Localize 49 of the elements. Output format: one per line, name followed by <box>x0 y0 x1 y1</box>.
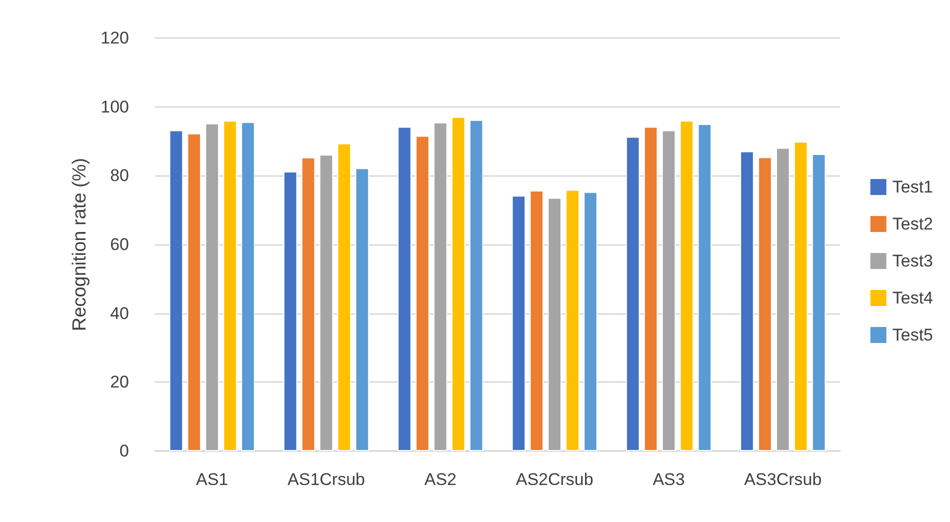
bar <box>319 154 334 451</box>
bar <box>205 123 219 451</box>
bar <box>812 154 826 451</box>
bar <box>740 151 754 451</box>
bar <box>512 196 526 451</box>
bar <box>794 142 808 451</box>
legend-label: Test5 <box>892 326 934 344</box>
y-tick-label: 120 <box>100 28 129 48</box>
x-tick-label: AS1Crsub <box>288 470 365 489</box>
x-tick-label: AS3 <box>652 470 685 489</box>
bar <box>584 192 598 451</box>
bar <box>548 198 562 451</box>
bar <box>416 136 430 451</box>
y-tick-label: 80 <box>110 166 129 186</box>
y-tick-label: 100 <box>100 97 129 116</box>
bar <box>698 124 712 451</box>
bar <box>662 130 676 451</box>
bar <box>301 157 316 451</box>
bar <box>566 190 580 451</box>
bar <box>337 143 352 451</box>
bar <box>758 157 772 451</box>
y-axis-title: Recognition rate (%) <box>70 158 91 332</box>
legend-label: Test1 <box>892 178 934 196</box>
x-tick-label: AS2Crsub <box>516 470 594 489</box>
bar <box>776 148 790 451</box>
bar <box>626 136 640 451</box>
legend-label: Test2 <box>892 214 934 234</box>
bar <box>451 116 466 451</box>
y-tick-label: 20 <box>110 372 129 392</box>
x-tick-label: AS3Crsub <box>744 470 822 489</box>
bar <box>355 168 370 451</box>
bar <box>530 190 544 451</box>
x-tick-label: AS1 <box>196 470 228 489</box>
legend-label: Test4 <box>892 288 934 308</box>
bar <box>241 122 255 451</box>
bar <box>223 120 237 451</box>
x-tick-label: AS2 <box>424 470 456 489</box>
y-tick-label: 0 <box>120 442 129 460</box>
bar <box>169 130 184 451</box>
bar <box>283 172 298 451</box>
bar <box>434 122 448 451</box>
bar <box>680 120 694 451</box>
bar <box>469 120 484 451</box>
bar <box>187 133 202 451</box>
bar <box>644 126 658 451</box>
y-tick-label: 60 <box>110 235 129 254</box>
bar <box>398 126 412 451</box>
legend-label: Test3 <box>892 252 934 270</box>
y-tick-label: 40 <box>110 304 129 323</box>
